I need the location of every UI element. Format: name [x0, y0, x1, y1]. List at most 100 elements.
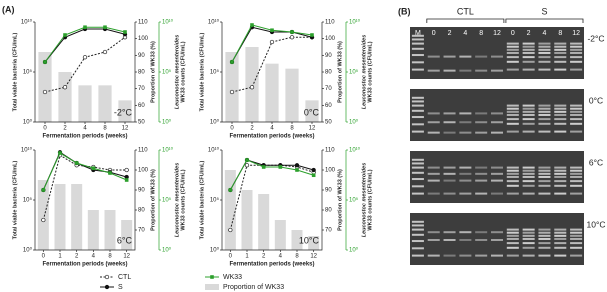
gel-band — [538, 107, 551, 110]
gel-band — [427, 131, 440, 134]
gel-band — [506, 51, 519, 54]
gel-band — [506, 118, 519, 121]
gel-band — [570, 234, 583, 237]
gel-band — [443, 239, 456, 241]
gel-band — [522, 113, 535, 116]
gel-band — [427, 69, 440, 72]
y3-axis-title: WK33 counts (CFU/mL) — [180, 41, 186, 102]
bar — [54, 184, 66, 250]
gel-band — [506, 113, 519, 116]
y2-tick-label: 80 — [325, 70, 332, 76]
x-tick-label: 1 — [58, 254, 62, 260]
gel-band — [538, 231, 551, 234]
panel-label: (B) — [398, 6, 411, 16]
gel-band — [570, 180, 583, 183]
y2-tick-label: 70 — [138, 228, 145, 234]
gel-band — [506, 192, 519, 195]
gel-band — [506, 237, 519, 240]
bar — [78, 85, 92, 122]
marker — [228, 227, 233, 233]
gel-band — [506, 122, 519, 125]
gel-band — [554, 175, 567, 178]
bar — [274, 220, 286, 250]
gel-band — [554, 51, 567, 54]
annotation: 6°C — [117, 235, 133, 245]
gel-band — [443, 121, 456, 124]
gel-band — [522, 254, 535, 257]
x-tick-label: 0 — [43, 126, 47, 132]
y2-tick-label: 80 — [325, 208, 332, 214]
y3-tick-label: 10¹⁰ — [162, 19, 174, 26]
marker — [244, 163, 250, 168]
gel-band — [411, 224, 424, 227]
gel-band — [506, 228, 519, 231]
gel-band — [411, 247, 424, 250]
bar — [118, 100, 132, 122]
marker — [102, 49, 108, 55]
panel-label: (A) — [2, 4, 15, 14]
gel-band — [570, 242, 583, 245]
gel-band — [411, 158, 424, 161]
gel-band — [411, 100, 424, 103]
gel-band — [570, 68, 583, 71]
gel-band — [459, 131, 472, 134]
y-tick-label: 10⁰ — [23, 119, 33, 126]
gel-band — [506, 184, 519, 187]
bracket — [426, 18, 505, 23]
gel-band — [411, 123, 424, 126]
gel-band — [538, 175, 551, 178]
gel-band — [459, 69, 472, 72]
gel-band — [411, 171, 424, 174]
gel-band — [411, 38, 424, 41]
gel-band — [554, 234, 567, 237]
bar — [305, 100, 319, 122]
gel-band — [570, 42, 583, 45]
marker — [228, 188, 233, 192]
bar — [285, 68, 299, 122]
legend-marker — [210, 275, 214, 279]
gel-band — [522, 130, 535, 133]
gel-band — [490, 69, 504, 72]
annotation: 0°C — [304, 107, 320, 117]
y2-tick-label: 50 — [138, 120, 145, 126]
y3-tick-label: 10⁰ — [162, 119, 172, 126]
marker — [278, 165, 283, 169]
y-tick-label: 10⁵ — [23, 197, 33, 204]
bar — [265, 63, 279, 122]
lane-label: 12 — [493, 30, 501, 37]
y-tick-label: 10⁵ — [210, 69, 220, 76]
bar — [308, 236, 320, 250]
y2-tick-label: 80 — [138, 208, 145, 214]
gel-band — [554, 45, 567, 48]
y2-tick-label: 100 — [138, 168, 149, 174]
bar — [58, 72, 72, 122]
legend-label: WK33 — [223, 274, 242, 281]
gel-band — [506, 45, 519, 48]
marker — [58, 151, 62, 155]
lane-label: 8 — [479, 30, 483, 37]
gel-band — [490, 239, 504, 241]
gel-band — [570, 172, 583, 175]
gel-band — [427, 231, 440, 234]
gel-band — [538, 122, 551, 125]
legend-marker — [104, 284, 110, 290]
x-tick-label: 12 — [123, 254, 130, 260]
gel-band — [506, 254, 519, 257]
gel-band — [570, 118, 583, 121]
y-tick-label: 10⁰ — [210, 119, 220, 126]
y2-tick-label: 60 — [138, 103, 145, 109]
lane-label: 0 — [511, 30, 515, 37]
gel-band — [538, 130, 551, 133]
gel-band — [490, 131, 504, 134]
x-tick-label: 2 — [63, 126, 67, 132]
gel-band — [522, 172, 535, 175]
y3-axis-title: Leuconostoc mesenteroides — [174, 163, 180, 238]
gel-band — [554, 68, 567, 71]
marker — [294, 163, 300, 168]
line — [229, 159, 314, 191]
gel-band — [506, 169, 519, 172]
gel-band — [538, 246, 551, 249]
gel-band — [522, 60, 535, 63]
gel-band — [411, 54, 424, 57]
marker — [249, 85, 255, 90]
